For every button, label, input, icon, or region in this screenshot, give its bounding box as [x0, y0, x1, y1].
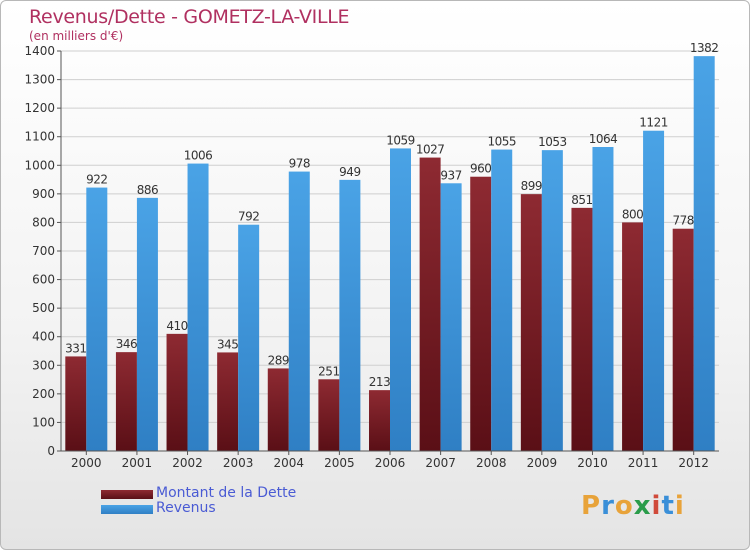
bar-debt-2002 — [166, 333, 188, 451]
y-tick-label-700: 700 — [32, 244, 55, 258]
y-tick-label-400: 400 — [32, 330, 55, 344]
bar-debt-2008 — [470, 176, 492, 451]
data-label-revenue-2000: 922 — [86, 173, 107, 187]
bar-revenue-2006 — [390, 148, 411, 451]
data-label-debt-2009: 899 — [521, 179, 542, 193]
logo-letter: P — [581, 491, 602, 521]
legend-swatch-revenue — [101, 505, 153, 514]
x-tick-label-2002: 2002 — [172, 456, 203, 470]
data-label-debt-2002: 410 — [166, 319, 187, 333]
bar-debt-2006 — [369, 390, 390, 451]
data-label-revenue-2005: 949 — [339, 165, 360, 179]
x-tick-label-2012: 2012 — [678, 456, 709, 470]
y-tick-label-200: 200 — [32, 387, 55, 401]
y-tick-label-1400: 1400 — [24, 44, 55, 58]
x-tick-label-2004: 2004 — [273, 456, 304, 470]
axes — [57, 50, 719, 455]
bar-revenue-2004 — [288, 171, 310, 452]
data-label-debt-2004: 289 — [268, 353, 289, 367]
data-label-revenue-2007: 937 — [440, 168, 461, 182]
x-tick-label-2009: 2009 — [527, 456, 558, 470]
bar-revenue-2011 — [643, 130, 665, 451]
bar-revenue-2010 — [592, 147, 614, 451]
bars — [65, 56, 715, 452]
logo-letter: i — [651, 491, 662, 521]
logo-letter: r — [601, 491, 615, 521]
bar-debt-2003 — [217, 352, 239, 451]
bar-revenue-2001 — [136, 197, 158, 451]
data-label-debt-2008: 960 — [470, 162, 491, 176]
data-label-revenue-2009: 1053 — [538, 135, 567, 149]
bar-revenue-2003 — [238, 224, 260, 451]
x-tick-label-2003: 2003 — [223, 456, 254, 470]
x-tick-label-2008: 2008 — [476, 456, 507, 470]
bar-debt-2000 — [65, 356, 87, 451]
y-tick-label-1000: 1000 — [24, 158, 55, 172]
data-label-debt-2007: 1027 — [416, 143, 445, 157]
logo-letter: x — [633, 491, 652, 521]
y-tick-label-100: 100 — [32, 415, 55, 429]
logo-letter: i — [674, 491, 685, 521]
chart-subtitle: (en milliers d'€) — [29, 29, 124, 43]
data-label-debt-2006: 213 — [369, 375, 390, 389]
bar-revenue-2008 — [491, 149, 513, 452]
legend-label-revenue: Revenus — [156, 500, 216, 516]
y-tick-label-1200: 1200 — [24, 101, 55, 115]
bar-revenue-2005 — [339, 179, 361, 451]
x-tick-label-2011: 2011 — [628, 456, 659, 470]
y-tick-label-0: 0 — [47, 444, 55, 458]
x-tick-label-2005: 2005 — [324, 456, 355, 470]
bar-debt-2011 — [622, 222, 644, 451]
chart-title: Revenus/Dette - GOMETZ-LA-VILLE — [29, 6, 350, 28]
data-label-debt-2003: 345 — [217, 337, 238, 351]
legend-swatch-debt — [101, 490, 153, 499]
proxiti-logo: Proxiti — [581, 491, 685, 521]
data-label-revenue-2004: 978 — [289, 157, 310, 171]
y-tick-label-900: 900 — [32, 187, 55, 201]
data-label-revenue-2012: 1382 — [690, 41, 719, 55]
data-label-revenue-2010: 1064 — [589, 132, 618, 146]
data-label-revenue-2001: 886 — [137, 183, 158, 197]
bar-debt-2001 — [115, 352, 137, 451]
data-label-debt-2010: 851 — [571, 193, 592, 207]
data-label-debt-2011: 800 — [622, 207, 643, 221]
legend-label-debt: Montant de la Dette — [156, 485, 297, 501]
data-label-revenue-2002: 1006 — [184, 149, 213, 163]
bar-revenue-2002 — [187, 163, 209, 452]
data-label-debt-2000: 331 — [65, 341, 86, 355]
data-label-revenue-2006: 1059 — [386, 133, 415, 147]
y-tick-label-600: 600 — [32, 273, 55, 287]
x-tick-label-2006: 2006 — [375, 456, 406, 470]
bar-debt-2012 — [672, 228, 694, 451]
x-tick-label-2001: 2001 — [122, 456, 153, 470]
bar-revenue-2012 — [693, 56, 715, 452]
logo-letter: t — [661, 491, 675, 521]
bar-revenue-2009 — [541, 150, 563, 451]
y-tick-label-1300: 1300 — [24, 73, 55, 87]
bar-revenue-2007 — [440, 183, 462, 452]
data-label-debt-2012: 778 — [672, 214, 693, 228]
bar-debt-2005 — [318, 379, 340, 451]
y-tick-label-300: 300 — [32, 358, 55, 372]
labels: 0 100 200 300 400 500 600 700 800 900 1000 1100 1200… — [24, 41, 719, 470]
y-tick-label-500: 500 — [32, 301, 55, 315]
data-label-revenue-2008: 1055 — [487, 135, 516, 149]
data-label-debt-2001: 346 — [116, 337, 137, 351]
x-tick-label-2007: 2007 — [425, 456, 456, 470]
bar-debt-2010 — [571, 207, 593, 451]
bar-debt-2007 — [419, 157, 441, 452]
bar-debt-2004 — [267, 368, 289, 451]
x-tick-label-2010: 2010 — [577, 456, 608, 470]
data-label-revenue-2003: 792 — [238, 210, 259, 224]
bar-revenue-2000 — [86, 187, 108, 452]
y-tick-label-800: 800 — [32, 215, 55, 229]
logo-letter: o — [614, 491, 634, 521]
y-tick-label-1100: 1100 — [24, 130, 55, 144]
data-label-revenue-2011: 1121 — [639, 116, 668, 130]
data-label-debt-2005: 251 — [318, 364, 339, 378]
bar-debt-2009 — [520, 194, 542, 451]
x-tick-label-2000: 2000 — [71, 456, 102, 470]
